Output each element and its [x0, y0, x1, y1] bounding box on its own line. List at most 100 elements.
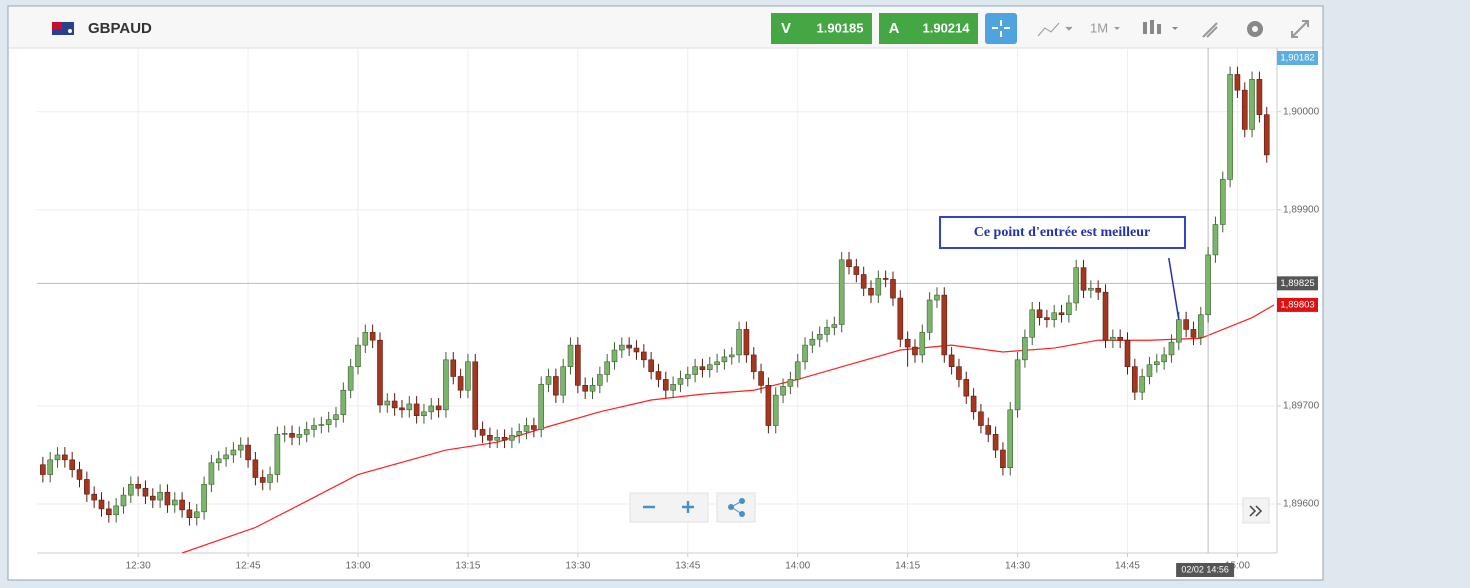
candle-body — [633, 347, 640, 353]
draw-button[interactable] — [1202, 22, 1218, 38]
candle-body — [934, 294, 940, 301]
candle-button[interactable] — [1143, 20, 1178, 34]
candle-body — [728, 354, 735, 358]
candle-body — [941, 294, 948, 356]
candle-body — [333, 414, 339, 420]
plot — [37, 48, 1277, 553]
candle-body — [963, 379, 970, 397]
scroll-icon — [1249, 505, 1263, 517]
candle-body — [1154, 361, 1160, 366]
sell-button[interactable] — [771, 13, 872, 44]
candle-body — [303, 429, 310, 435]
candle-body — [259, 477, 266, 483]
y-tick-label: 1,89600 — [1283, 499, 1320, 510]
candle-body — [120, 494, 127, 507]
price-tag-label: 1,89825 — [1280, 278, 1314, 289]
share-button[interactable] — [716, 492, 756, 523]
candle-body — [1132, 366, 1138, 393]
candle-body — [904, 338, 911, 348]
annotation-box — [939, 216, 1186, 249]
candle-body — [897, 297, 904, 340]
price-tag — [1277, 51, 1318, 65]
buy-button[interactable] — [879, 13, 978, 44]
candle-body — [1249, 79, 1255, 130]
y-tick-label: 1,89700 — [1283, 401, 1320, 412]
candle-body — [875, 278, 882, 296]
candle-body — [531, 425, 537, 430]
chart-type-button[interactable] — [1037, 22, 1073, 37]
candle-body — [237, 444, 244, 451]
candle-body — [1073, 267, 1079, 304]
candle-body — [186, 509, 193, 518]
candle-body — [1029, 309, 1036, 338]
candle-body — [421, 411, 427, 417]
candle-body — [780, 386, 786, 396]
toolbar — [9, 7, 1322, 48]
candle-body — [619, 344, 625, 351]
candle-body — [223, 454, 229, 460]
candle-body — [1095, 287, 1101, 293]
annotation-text: Ce point d'entrée est meilleur — [974, 225, 1151, 240]
candle-body — [1139, 376, 1145, 393]
symbol: GBPAUD — [88, 20, 152, 37]
candle-body — [721, 356, 728, 363]
x-tick-label: 14:30 — [1005, 561, 1030, 572]
fullscreen-button[interactable] — [1291, 20, 1309, 38]
scroll-button[interactable] — [1242, 497, 1270, 524]
candle-body — [296, 434, 303, 438]
candle-body — [1197, 314, 1204, 338]
price-tag-label: 1,90182 — [1280, 53, 1314, 64]
candle-body — [340, 389, 347, 416]
candle-body — [692, 366, 698, 375]
candle-body — [113, 505, 119, 516]
x-tick-label: 13:30 — [565, 561, 590, 572]
candle-body — [91, 493, 97, 501]
x-tick-label: 15:00 — [1225, 561, 1250, 572]
candle-body — [699, 366, 706, 370]
settings-button[interactable] — [1247, 21, 1263, 37]
candle-body — [567, 344, 574, 367]
price-tag — [1277, 276, 1318, 291]
candle-body — [274, 434, 281, 475]
candle-body — [157, 491, 163, 501]
candle-body — [1110, 336, 1116, 341]
buy-label: A — [889, 20, 900, 37]
candle-body — [882, 278, 889, 280]
candle-body — [597, 374, 603, 386]
candle-body — [948, 354, 955, 367]
candle-body — [318, 424, 325, 426]
candle-body — [347, 366, 354, 391]
candle-body — [215, 458, 222, 464]
candle-body — [838, 259, 845, 325]
y-tick-label: 1,90000 — [1283, 106, 1320, 117]
candle-body — [802, 344, 808, 363]
timeframe[interactable]: 1M — [1090, 20, 1108, 35]
candle-body — [794, 361, 801, 380]
candle-body — [479, 429, 486, 436]
zoom-in[interactable] — [682, 501, 694, 513]
candle-body — [846, 259, 852, 267]
candle-body — [1190, 329, 1197, 338]
crosshair-button[interactable] — [985, 13, 1017, 44]
candle-body — [40, 464, 46, 475]
candle-body — [1183, 319, 1189, 330]
candle-body — [179, 499, 185, 511]
candle-body — [926, 299, 933, 333]
candle-body — [992, 434, 999, 451]
candle-body — [912, 346, 918, 356]
candle-body — [1175, 319, 1182, 343]
candle-body — [413, 403, 420, 417]
candle-body — [655, 371, 662, 380]
candle-body — [399, 407, 405, 411]
candle-body — [1036, 309, 1043, 318]
candle-body — [560, 366, 566, 396]
candle-body — [1014, 359, 1021, 411]
candle-body — [978, 411, 984, 426]
buy-price: 1.90214 — [923, 20, 971, 35]
candle-body — [384, 400, 391, 406]
candle-body — [355, 344, 361, 367]
candle-body — [1022, 336, 1028, 361]
candle-body — [281, 433, 288, 435]
sell-price: 1.90185 — [817, 20, 864, 35]
candle-body — [1117, 336, 1123, 341]
